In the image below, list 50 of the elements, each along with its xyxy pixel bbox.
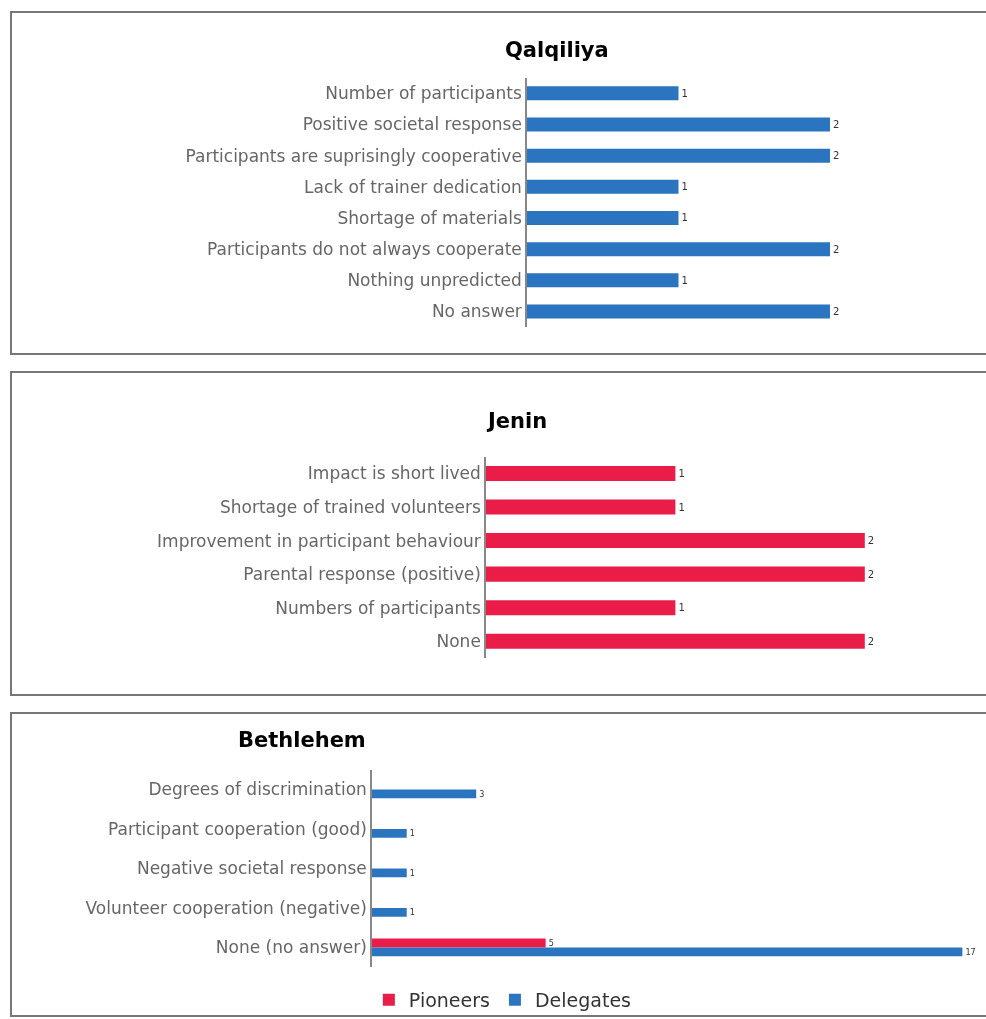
data-label: 1	[681, 212, 688, 224]
data-label: 2	[832, 119, 840, 131]
chart-title: Bethlehem	[238, 728, 366, 752]
y-tick-label: Positive societal response	[302, 114, 522, 135]
y-tick-label: Nothing unpredicted	[347, 270, 522, 291]
data-label: 1	[409, 907, 415, 918]
y-tick-label: Numbers of participants	[275, 597, 481, 618]
data-label: 5	[548, 937, 554, 948]
data-label: 17	[965, 947, 976, 957]
y-tick-label: Volunteer cooperation (negative)	[85, 897, 367, 918]
bar	[372, 947, 963, 957]
data-label: 1	[409, 868, 415, 878]
data-label: 2	[832, 305, 840, 317]
y-tick-label: Participants do not always cooperate	[207, 239, 522, 260]
data-label: 1	[678, 467, 685, 479]
data-label: 2	[867, 568, 875, 580]
data-label: 2	[832, 150, 840, 162]
y-tick-label: Degrees of discrimination	[148, 779, 367, 800]
data-label: 1	[409, 829, 415, 839]
y-tick-label: Participant cooperation (good)	[108, 818, 367, 839]
data-label: 3	[479, 788, 485, 799]
data-label: 1	[678, 602, 685, 614]
data-label: 1	[681, 274, 688, 286]
y-tick-label: No answer	[431, 301, 522, 322]
legend-label: Delegates	[534, 989, 631, 1012]
data-label: 1	[681, 87, 688, 99]
bar	[372, 789, 477, 799]
bar	[372, 868, 407, 878]
legend-label: Pioneers	[408, 989, 490, 1012]
bar	[372, 938, 546, 948]
data-label: 2	[832, 243, 840, 255]
chart-title: Qalqiliya	[505, 38, 609, 62]
y-tick-label: None (no answer)	[215, 937, 367, 958]
y-tick-label: Negative societal response	[136, 858, 367, 879]
bar	[372, 907, 407, 917]
data-label: 1	[681, 181, 688, 193]
y-tick-label: Lack of trainer dedication	[304, 176, 522, 197]
data-label: 1	[678, 501, 685, 513]
data-label: 2	[867, 635, 875, 647]
data-label: 2	[867, 535, 875, 547]
y-tick-label: None	[436, 631, 481, 652]
bar	[372, 828, 407, 838]
y-tick-label: Shortage of materials	[337, 207, 522, 228]
chart-title: Jenin	[486, 409, 548, 433]
y-tick-label: Improvement in participant behaviour	[157, 530, 481, 551]
y-tick-label: Participants are suprisingly cooperative	[185, 145, 522, 166]
y-tick-label: Number of participants	[325, 83, 522, 104]
y-tick-label: Parental response (positive)	[243, 564, 481, 585]
y-tick-label: Shortage of trained volunteers	[219, 496, 481, 517]
y-tick-label: Impact is short lived	[307, 463, 481, 484]
